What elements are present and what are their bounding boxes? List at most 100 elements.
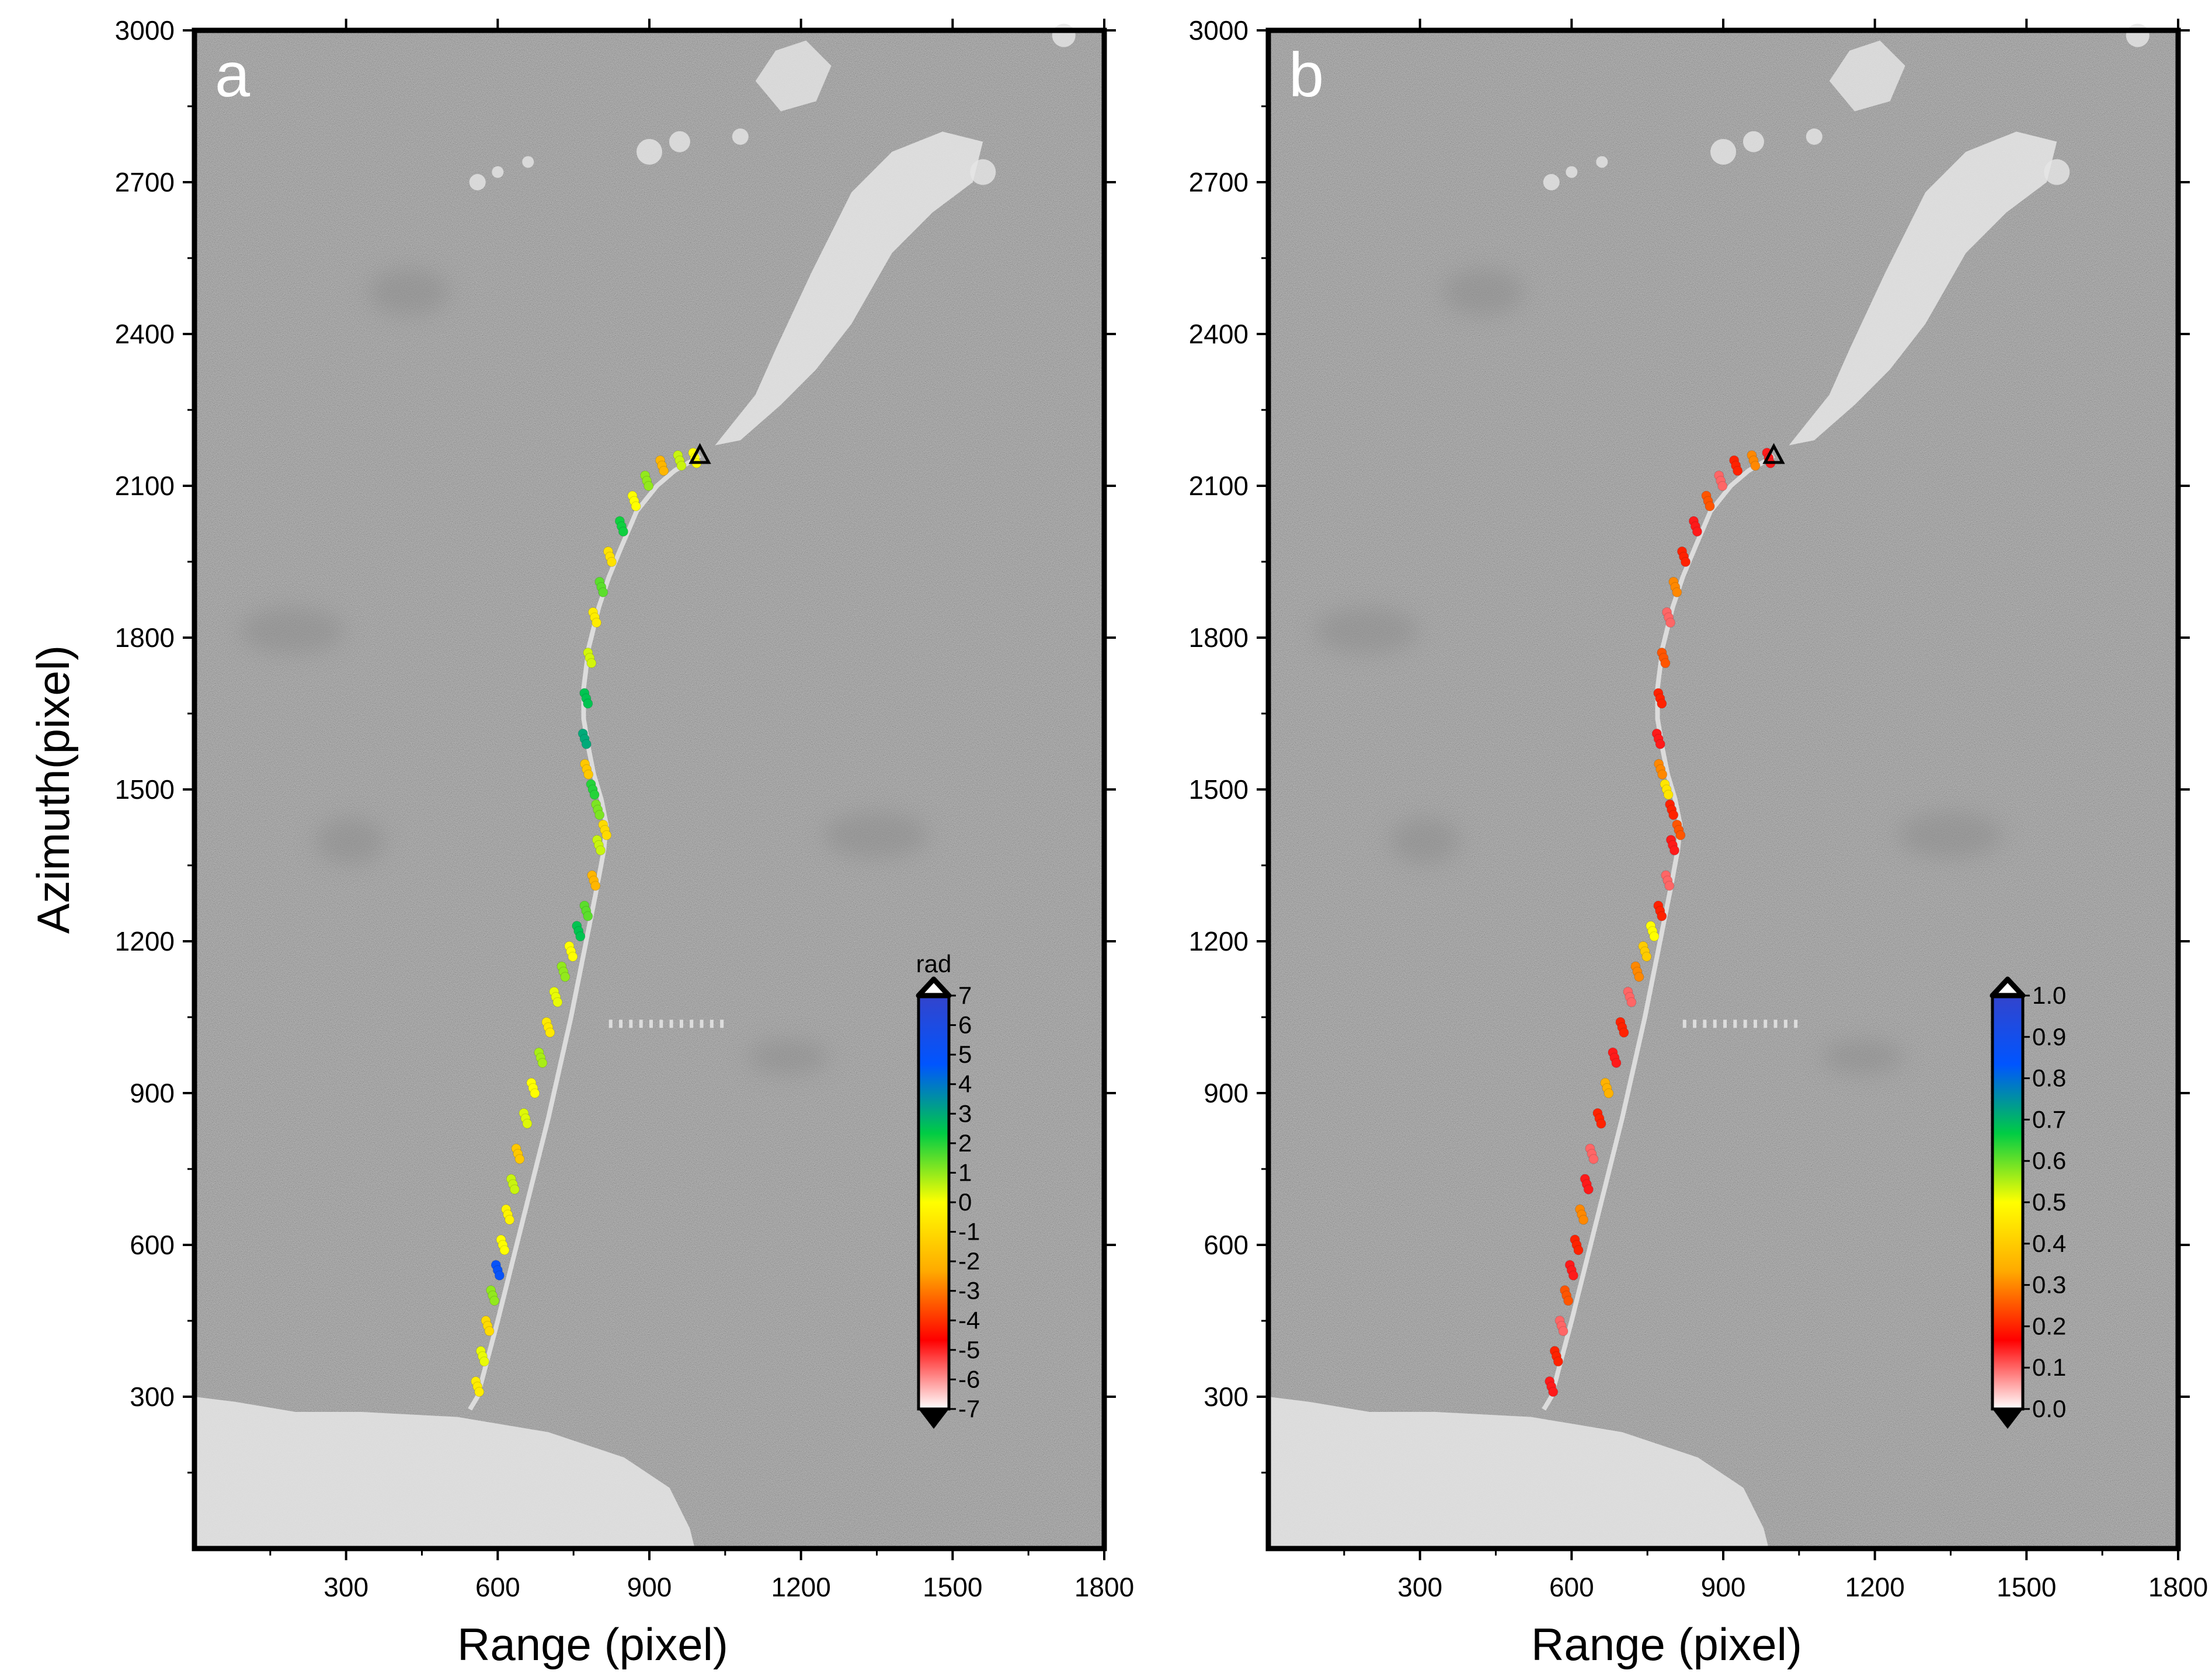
colorbar-tick-label: -7 (958, 1395, 980, 1422)
data-point (590, 881, 601, 891)
data-point (499, 1245, 510, 1255)
platform-mark (669, 1020, 673, 1028)
land-islet (1052, 23, 1076, 47)
x-tick-label: 1200 (771, 1572, 830, 1602)
data-point (1583, 1184, 1594, 1195)
data-point (1733, 465, 1743, 476)
data-point (1675, 830, 1686, 840)
colorbar-tick-label: 0.8 (2032, 1064, 2066, 1092)
data-point (1649, 931, 1660, 942)
reference-triangle (688, 443, 711, 464)
data-point (581, 739, 592, 749)
platform-mark (649, 1020, 653, 1028)
platform-mark (1753, 1020, 1757, 1028)
colorbar-tick-label: 0.0 (2032, 1395, 2066, 1422)
platform-mark (679, 1020, 683, 1028)
data-point (583, 769, 594, 780)
data-point (1655, 739, 1665, 749)
land-islet (970, 159, 996, 185)
data-point (568, 951, 578, 962)
land-islet (1566, 166, 1578, 178)
colorbar-tick-label: 0.2 (2032, 1312, 2066, 1339)
platform-mark (690, 1020, 694, 1028)
platform-mark (1783, 1020, 1787, 1028)
data-point (1573, 1245, 1584, 1255)
panel-label: a (215, 39, 251, 110)
colorbar-tick-label: 0.9 (2032, 1023, 2066, 1050)
colorbar-tick-label: 4 (958, 1070, 972, 1098)
data-point (1657, 769, 1668, 780)
land-islet (469, 174, 486, 190)
data-point (583, 911, 593, 921)
y-tick-label: 3000 (1189, 15, 1248, 46)
panel-label: b (1289, 39, 1324, 110)
x-tick-label: 600 (1549, 1572, 1594, 1602)
colorbar-tick-label: 0.6 (2032, 1147, 2066, 1174)
colorbar-gradient (917, 994, 951, 1411)
reference-point-layer (1762, 443, 1785, 464)
data-points-layer (471, 447, 702, 1397)
colorbar-tick-label: 2 (958, 1129, 972, 1157)
colorbar-tick-label: 0 (958, 1188, 972, 1216)
platform-mark (659, 1020, 663, 1028)
panel-b: b 1.0 0.9 0.8 0.7 0.6 0.5 0.4 0.3 0.2 0.1 0.0 300 6… (1189, 15, 2208, 1670)
data-point (631, 501, 641, 512)
x-axis: 300 600 900 1200 1500 1800 (1343, 19, 2208, 1602)
land-islet (1596, 156, 1608, 168)
y-tick-label: 2100 (115, 471, 175, 501)
y-tick-label: 2700 (115, 167, 175, 197)
reference-point-layer (688, 443, 711, 464)
colorbar-gradient (1991, 994, 2025, 1411)
data-point (598, 587, 608, 597)
data-point (545, 1027, 555, 1038)
platform-mark (608, 1020, 613, 1028)
data-point (601, 830, 612, 840)
land-islet (1543, 174, 1560, 190)
data-point (583, 698, 593, 709)
x-axis-label: Range (pixel) (1531, 1619, 1802, 1670)
platform-mark (1682, 1020, 1686, 1028)
sea-haze (1314, 269, 2003, 1074)
colorbar-tick-label: 1 (958, 1158, 972, 1186)
platform-mark (720, 1020, 724, 1028)
y-tick-label: 1200 (1189, 926, 1248, 956)
land-islet (2126, 23, 2150, 47)
y-axis: 300 600 900 1200 1500 1800 2100 2400 2700 3000 (115, 15, 1116, 1474)
y-tick-label: 2400 (115, 319, 175, 349)
platform-mark (1703, 1020, 1707, 1028)
data-point (1660, 658, 1671, 669)
data-point (1588, 1154, 1599, 1164)
data-point (589, 789, 600, 800)
sar-texture (194, 30, 1104, 1549)
data-point (537, 1057, 548, 1068)
x-tick-label: 1800 (2148, 1572, 2208, 1602)
data-points-layer (1545, 447, 1776, 1397)
colorbar-tick-label: 7 (958, 982, 972, 1009)
land-islet (492, 166, 504, 178)
data-point (592, 617, 602, 628)
data-point (1596, 1118, 1606, 1129)
data-point (1657, 698, 1667, 709)
colorbar-max-cap (916, 976, 952, 998)
data-point (1668, 810, 1679, 820)
colorbar-tick-label: 0.7 (2032, 1105, 2066, 1133)
platform-mark (1723, 1020, 1727, 1028)
platform-mark (1713, 1020, 1717, 1028)
data-point (479, 1356, 489, 1367)
colorbar-tick-label: -4 (958, 1306, 980, 1334)
y-tick-label: 900 (130, 1078, 175, 1108)
data-point (618, 526, 628, 537)
data-point (1669, 845, 1679, 855)
land-northeast (1789, 131, 2057, 446)
platform-mark (700, 1020, 704, 1028)
data-point (1634, 972, 1644, 982)
y-tick-label: 2100 (1189, 471, 1248, 501)
data-point (505, 1215, 515, 1225)
x-tick-label: 1500 (923, 1572, 982, 1602)
data-point (1578, 1215, 1589, 1225)
data-point (586, 658, 597, 669)
y-tick-label: 3000 (115, 15, 175, 46)
data-point (560, 972, 571, 982)
data-point (1692, 526, 1702, 537)
